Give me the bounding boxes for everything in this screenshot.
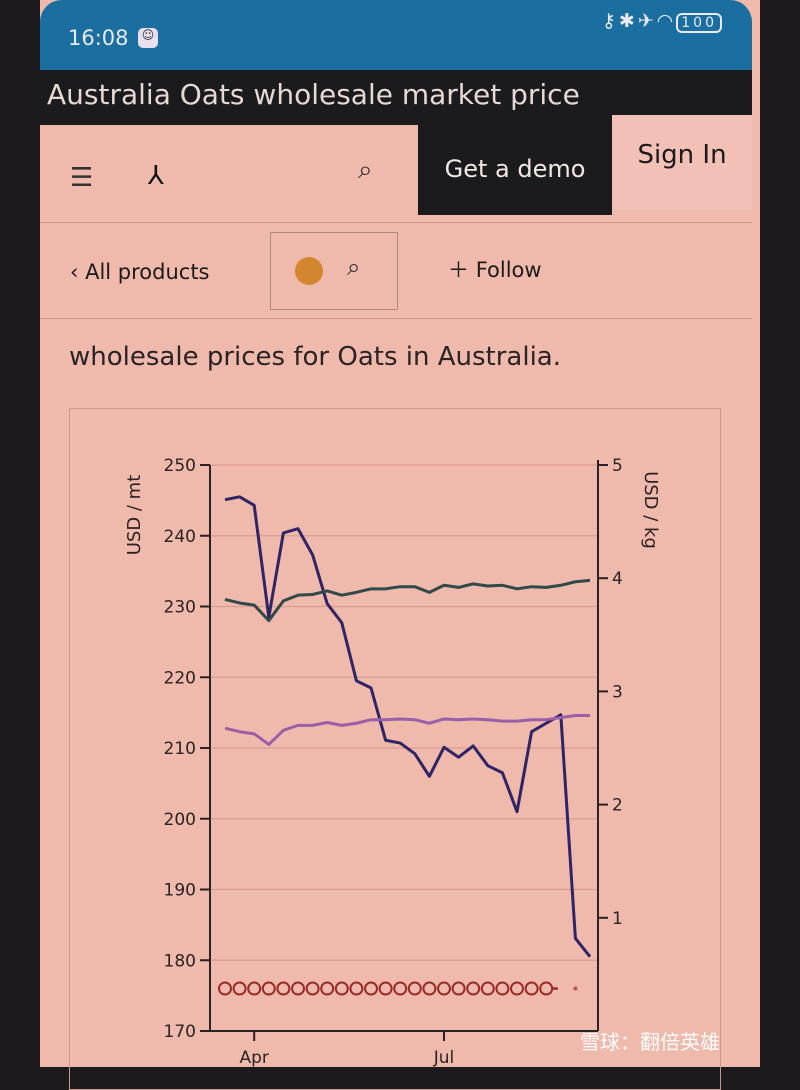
series-3-point bbox=[407, 981, 422, 996]
all-products-link[interactable]: ‹ All products bbox=[70, 260, 210, 284]
x-tick-label: Apr bbox=[239, 1048, 268, 1067]
phone-screen: 16:08 ☺ ⚷✱✈◠ 100 Australia Oats wholesale… bbox=[40, 0, 760, 1090]
y-axis-label: USD / mt bbox=[124, 475, 145, 556]
y-tick-label: 200 bbox=[164, 810, 196, 830]
y-tick-label: 190 bbox=[164, 881, 196, 901]
battery-icon: 100 bbox=[676, 13, 722, 33]
page-title: Australia Oats wholesale market price bbox=[47, 78, 580, 111]
series-3-point bbox=[451, 981, 466, 996]
chevron-left-icon: ‹ bbox=[70, 260, 86, 284]
series-3-point bbox=[510, 981, 524, 996]
y-tick-label: 180 bbox=[164, 951, 196, 971]
sign-in-button[interactable]: Sign In bbox=[612, 115, 752, 210]
series-3-point bbox=[539, 981, 554, 996]
follow-button[interactable]: ＋ Follow bbox=[448, 254, 542, 284]
series-3-point bbox=[320, 981, 335, 996]
y-tick-label: 230 bbox=[164, 598, 196, 618]
series-3-point bbox=[218, 981, 232, 996]
hamburger-menu-icon[interactable]: ☰ bbox=[70, 163, 94, 193]
series-3-point bbox=[393, 981, 408, 996]
y2-tick-label: 5 bbox=[612, 456, 623, 476]
logo-icon[interactable]: ⅄ bbox=[148, 161, 164, 191]
product-search-box[interactable]: ⌕ bbox=[270, 232, 398, 310]
search-icon[interactable]: ⌕ bbox=[347, 253, 361, 281]
series-3-point bbox=[349, 981, 364, 996]
y2-tick-label: 4 bbox=[612, 569, 623, 589]
status-icons: ⚷✱✈◠ 100 bbox=[601, 10, 722, 33]
series-3-point bbox=[524, 981, 539, 996]
y-tick-label: 240 bbox=[164, 527, 196, 547]
series-3-point bbox=[422, 981, 437, 996]
wifi-icon: ◠ bbox=[656, 10, 677, 32]
y-tick-label: 250 bbox=[164, 456, 196, 476]
series-3-point bbox=[378, 981, 393, 996]
series-2-line bbox=[224, 713, 590, 746]
y2-axis-label: USD / kg bbox=[640, 471, 661, 549]
browser-title-bar: Australia Oats wholesale market price bbox=[40, 70, 752, 125]
series-3-point bbox=[232, 981, 247, 996]
key-icon: ⚷ bbox=[601, 10, 619, 32]
intro-text: wholesale prices for Oats in Australia. bbox=[69, 342, 562, 372]
series-3-point bbox=[291, 981, 305, 996]
oats-product-icon bbox=[295, 257, 323, 285]
get-demo-button[interactable]: Get a demo bbox=[418, 125, 612, 215]
series-3-point bbox=[466, 981, 481, 996]
status-time: 16:08 bbox=[68, 26, 129, 50]
app-notification-icon: ☺ bbox=[138, 28, 158, 48]
series-3-point bbox=[437, 981, 451, 996]
y2-tick-label: 2 bbox=[612, 796, 623, 816]
plus-icon: ＋ bbox=[448, 258, 476, 282]
y2-tick-label: 1 bbox=[612, 909, 623, 929]
y-tick-label: 220 bbox=[164, 668, 196, 688]
y2-tick-label: 3 bbox=[612, 682, 623, 702]
y-tick-label: 170 bbox=[164, 1022, 196, 1042]
all-products-label: All products bbox=[85, 260, 210, 284]
series-3-point bbox=[261, 981, 276, 996]
x-tick-label: Jul bbox=[433, 1048, 455, 1067]
search-icon[interactable]: ⌕ bbox=[358, 155, 373, 185]
airplane-icon: ✈ bbox=[637, 10, 657, 32]
top-nav: ☰ ⅄ ⌕ Get a demo Sign In bbox=[40, 115, 752, 220]
follow-label: Follow bbox=[475, 258, 542, 282]
series-3-point bbox=[334, 981, 349, 996]
series-3-point bbox=[276, 981, 291, 996]
series-3-point bbox=[364, 981, 378, 996]
series-3-point bbox=[495, 981, 510, 996]
divider bbox=[40, 222, 752, 223]
series-0-line bbox=[224, 495, 592, 958]
series-3-point bbox=[247, 981, 262, 996]
series-3-point bbox=[305, 981, 320, 996]
watermark: 雪球：翻倍英雄 bbox=[580, 1030, 720, 1054]
series-3-point bbox=[573, 986, 578, 991]
bluetooth-icon: ✱ bbox=[618, 10, 638, 32]
divider bbox=[40, 318, 752, 319]
series-3-point bbox=[480, 981, 495, 996]
status-bar: 16:08 ☺ ⚷✱✈◠ 100 bbox=[40, 0, 752, 70]
price-chart: 170 180 190 200 210 220 230 240 250 1 2 3 4 5 Apr Jul US… bbox=[124, 456, 661, 1067]
series-1-line bbox=[224, 578, 591, 623]
y-tick-label: 210 bbox=[164, 739, 196, 759]
